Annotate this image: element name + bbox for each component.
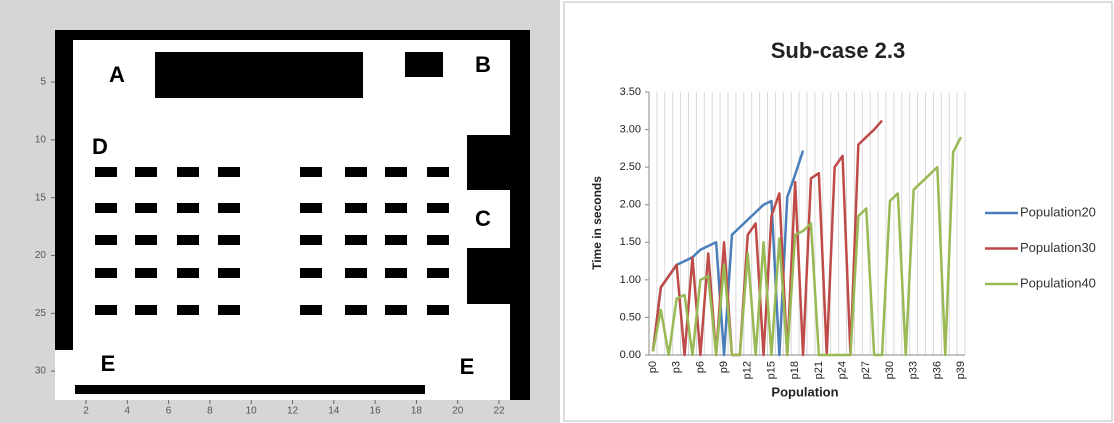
desk: [385, 203, 407, 213]
map-label: C: [475, 206, 491, 231]
desk: [385, 167, 407, 177]
desk: [427, 305, 449, 315]
desk: [427, 167, 449, 177]
y-tick-label: 10: [35, 134, 47, 145]
desk: [177, 203, 199, 213]
desk: [135, 305, 157, 315]
x-tick-label: 16: [370, 406, 382, 417]
desk: [345, 203, 367, 213]
desk: [345, 268, 367, 278]
legend-label: Population30: [1020, 240, 1096, 255]
y-tick-label: 3.00: [620, 123, 641, 135]
desk: [218, 235, 240, 245]
desk: [300, 305, 322, 315]
x-tick-label: p39: [955, 361, 967, 379]
desk: [95, 203, 117, 213]
x-tick-label: 2: [83, 406, 89, 417]
line: [651, 136, 963, 357]
x-tick-label: p0: [647, 361, 659, 373]
desk: [300, 235, 322, 245]
desk: [300, 203, 322, 213]
y-tick-label: 20: [35, 250, 47, 261]
x-tick-label: 12: [287, 406, 299, 417]
map-label: B: [475, 52, 491, 77]
desk: [345, 235, 367, 245]
x-tick-label: p18: [789, 361, 801, 379]
desk: [177, 235, 199, 245]
x-tick-label: p9: [718, 361, 730, 373]
desk: [95, 167, 117, 177]
chart-panel: [563, 1, 1113, 422]
x-tick-label: p27: [860, 361, 872, 379]
x-tick-label: p15: [765, 361, 777, 379]
x-tick-label: 10: [246, 406, 258, 417]
desk: [135, 235, 157, 245]
x-tick-label: 22: [493, 406, 505, 417]
desk: [135, 268, 157, 278]
y-tick-label: 2.00: [620, 199, 641, 211]
x-tick-label: p21: [813, 361, 825, 379]
x-tick-label: p6: [694, 361, 706, 373]
map-obstacles: [55, 30, 530, 400]
y-tick-label: 5: [40, 77, 46, 88]
desk: [385, 305, 407, 315]
y-tick-label: 0.00: [620, 349, 641, 361]
x-tick-label: p3: [671, 361, 683, 373]
desk: [95, 305, 117, 315]
y-tick-label: 3.50: [620, 86, 641, 98]
desk: [218, 305, 240, 315]
desk: [385, 235, 407, 245]
y-tick-label: 2.50: [620, 161, 641, 173]
y-tick-label: 1.00: [620, 274, 641, 286]
x-tick-label: p36: [931, 361, 943, 379]
chart-title: Sub-case 2.3: [771, 38, 906, 63]
x-tick-label: 20: [452, 406, 464, 417]
map-label: E: [460, 354, 475, 379]
legend-label: Population20: [1020, 204, 1096, 219]
desk: [300, 268, 322, 278]
desk: [300, 167, 322, 177]
desk: [218, 167, 240, 177]
map-desks: [95, 167, 449, 315]
x-tick-label: 8: [207, 406, 213, 417]
desk: [177, 268, 199, 278]
x-tick-label: p24: [836, 361, 848, 379]
map-label: E: [101, 351, 116, 376]
desk: [345, 305, 367, 315]
x-tick-label: p30: [884, 361, 896, 379]
desk: [427, 268, 449, 278]
desk: [345, 167, 367, 177]
desk: [385, 268, 407, 278]
map-label: A: [109, 62, 125, 87]
legend-label: Population40: [1020, 275, 1096, 290]
y-axis-label: Time in seconds: [590, 176, 604, 270]
desk: [218, 268, 240, 278]
desk: [427, 203, 449, 213]
desk: [135, 167, 157, 177]
y-tick-label: 1.50: [620, 236, 641, 248]
x-tick-label: 6: [166, 406, 172, 417]
y-tick-label: 0.50: [620, 311, 641, 323]
x-tick-label: 14: [328, 406, 340, 417]
y-tick-label: 25: [35, 308, 47, 319]
desk: [177, 305, 199, 315]
x-tick-label: p12: [742, 361, 754, 379]
x-tick-label: 4: [125, 406, 131, 417]
x-tick-label: p33: [908, 361, 920, 379]
desk: [177, 167, 199, 177]
desk: [95, 268, 117, 278]
desk: [427, 235, 449, 245]
x-tick-label: 18: [411, 406, 423, 417]
y-tick-label: 15: [35, 192, 47, 203]
desk: [218, 203, 240, 213]
x-axis-label: Population: [771, 384, 838, 399]
y-tick-label: 30: [35, 366, 47, 377]
desk: [135, 203, 157, 213]
desk: [95, 235, 117, 245]
map-label: D: [92, 134, 108, 159]
